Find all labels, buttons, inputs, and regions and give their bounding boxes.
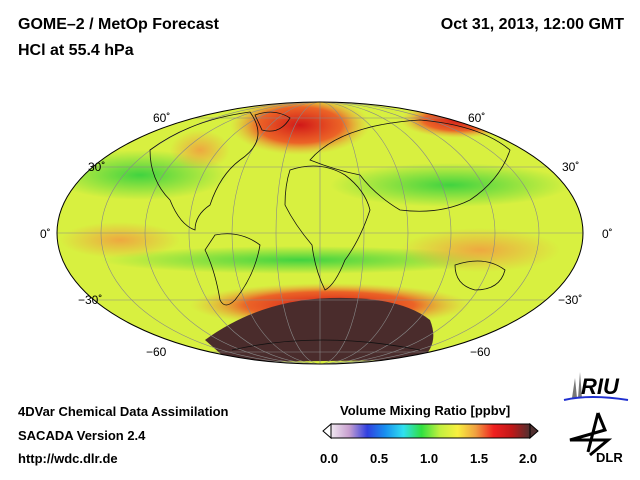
riu-logo — [563, 372, 629, 401]
lat-label-right: −60 — [470, 345, 491, 359]
footer-line-1: 4DVar Chemical Data Assimilation — [18, 404, 229, 419]
lat-label-left: 60˚ — [153, 111, 171, 125]
colorbar-tick: 1.0 — [420, 451, 439, 466]
colorbar-tick: 2.0 — [519, 451, 538, 466]
dlr-logo-icon — [569, 412, 613, 457]
coastlines — [149, 111, 511, 351]
lat-label-right: −30˚ — [558, 293, 583, 307]
footer-url: http://wdc.dlr.de — [18, 451, 118, 466]
dlr-logo-text: DLR — [596, 450, 623, 465]
map-outline — [56, 101, 584, 365]
lat-label-right: 0˚ — [602, 227, 613, 241]
lat-label-left: −60 — [146, 345, 167, 359]
lat-label-right: 30˚ — [562, 160, 580, 174]
lat-label-right: 60˚ — [468, 111, 486, 125]
colorbar-title: Volume Mixing Ratio [ppbv] — [340, 403, 511, 418]
footer-line-2: SACADA Version 2.4 — [18, 428, 146, 443]
colorbar — [322, 422, 539, 440]
colorbar-tick: 0.0 — [320, 451, 339, 466]
colorbar-tick: 1.5 — [470, 451, 489, 466]
riu-logo-text: RIU — [581, 374, 619, 399]
map-title: GOME–2 / MetOp Forecast — [18, 16, 219, 33]
ozone-hole-region — [205, 297, 434, 362]
colorbar-tick: 0.5 — [370, 451, 389, 466]
graticule — [57, 102, 583, 364]
lat-label-left: 30˚ — [88, 160, 106, 174]
lat-label-left: −30˚ — [78, 293, 103, 307]
forecast-datetime: Oct 31, 2013, 12:00 GMT — [440, 16, 624, 33]
lat-label-left: 0˚ — [40, 227, 51, 241]
map-subtitle: HCl at 55.4 hPa — [18, 42, 134, 59]
